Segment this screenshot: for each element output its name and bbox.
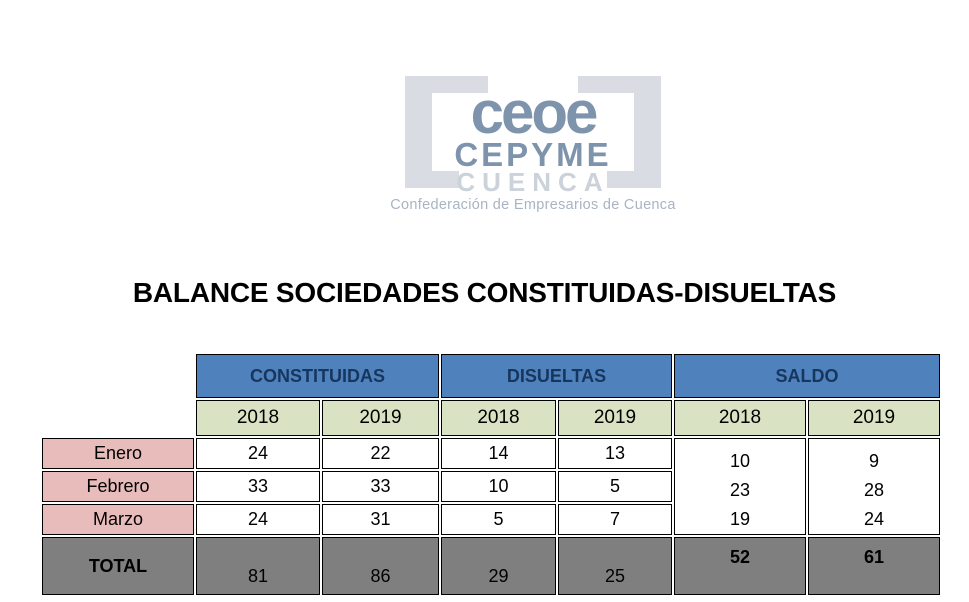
header-spacer-cell	[42, 400, 194, 436]
value-cell: 5	[441, 504, 556, 535]
value-cell: 31	[322, 504, 439, 535]
value-cell: 14	[441, 438, 556, 469]
logo-city-text: CUENCA	[456, 167, 610, 197]
total-value-cell: 86	[322, 537, 439, 595]
total-saldo-cell: 61	[808, 537, 940, 595]
value-cell: 10	[441, 471, 556, 502]
saldo-2019-cell: 9 28 24	[808, 438, 940, 535]
total-value-cell: 25	[558, 537, 672, 595]
table-row-total: TOTAL 81 86 29 25 52 61	[42, 537, 940, 595]
value-cell: 22	[322, 438, 439, 469]
total-value-cell: 81	[196, 537, 320, 595]
group-header-constituidas: CONSTITUIDAS	[196, 354, 439, 398]
table-year-header-row: 2018 2019 2018 2019 2018 2019	[42, 400, 940, 436]
table-row-marzo: Marzo 24 31 5 7	[42, 504, 940, 535]
value-cell: 33	[322, 471, 439, 502]
year-header: 2019	[322, 400, 439, 436]
value-cell: 24	[196, 504, 320, 535]
header-spacer-cell	[42, 354, 194, 398]
month-label: Enero	[42, 438, 194, 469]
month-label: Marzo	[42, 504, 194, 535]
table-group-header-row: CONSTITUIDAS DISUELTAS SALDO	[42, 354, 940, 398]
logo-bracket-right-icon	[607, 171, 661, 188]
value-cell: 5	[558, 471, 672, 502]
saldo-value: 24	[863, 509, 885, 529]
value-cell: 24	[196, 438, 320, 469]
value-cell: 13	[558, 438, 672, 469]
saldo-2018-cell: 10 23 19	[674, 438, 806, 535]
logo-bracket-left-icon	[405, 76, 432, 188]
year-header: 2018	[196, 400, 320, 436]
ceoe-cepyme-cuenca-logo: ceoe CEPYME CUENCA Confederación de Empr…	[390, 72, 675, 220]
saldo-value: 10	[729, 451, 751, 471]
table-row-enero: Enero 24 22 14 13 10 23 19 9 28 24	[42, 438, 940, 535]
year-header: 2018	[674, 400, 806, 436]
month-label: Febrero	[42, 471, 194, 502]
total-value-cell: 29	[441, 537, 556, 595]
year-header: 2019	[808, 400, 940, 436]
logo-bracket-left-icon	[405, 171, 459, 188]
saldo-value: 28	[863, 480, 885, 500]
page-title: BALANCE SOCIEDADES CONSTITUIDAS-DISUELTA…	[132, 277, 837, 308]
saldo-value: 23	[729, 480, 751, 500]
logo-bracket-right-icon	[578, 76, 661, 93]
group-header-saldo: SALDO	[674, 354, 940, 398]
year-header: 2018	[441, 400, 556, 436]
total-saldo-cell: 52	[674, 537, 806, 595]
balance-table: CONSTITUIDAS DISUELTAS SALDO 2018 2019 2…	[40, 352, 942, 597]
logo-bracket-right-icon	[634, 76, 661, 188]
saldo-value: 9	[868, 451, 879, 471]
value-cell: 7	[558, 504, 672, 535]
logo-bracket-left-icon	[405, 76, 488, 93]
value-cell: 33	[196, 471, 320, 502]
total-label: TOTAL	[42, 537, 194, 595]
group-header-disueltas: DISUELTAS	[441, 354, 672, 398]
saldo-value: 19	[729, 509, 751, 529]
logo-tagline-text: Confederación de Empresarios de Cuenca	[390, 197, 676, 213]
logo-sub-brand-text: CEPYME	[454, 136, 612, 173]
table-row-febrero: Febrero 33 33 10 5	[42, 471, 940, 502]
year-header: 2019	[558, 400, 672, 436]
logo-brand-text: ceoe	[470, 79, 599, 146]
